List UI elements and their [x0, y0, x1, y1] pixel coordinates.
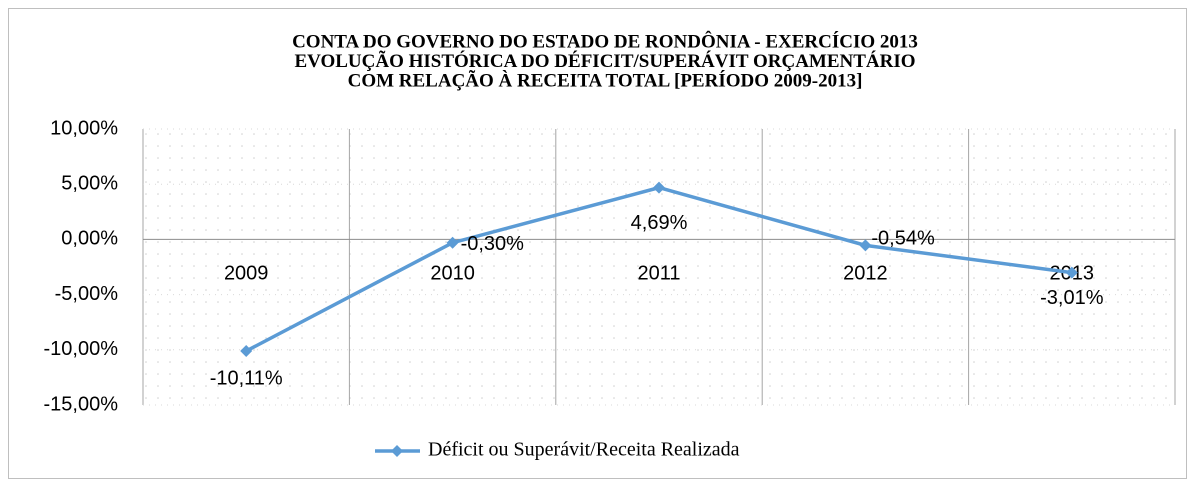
chart-title: CONTA DO GOVERNO DO ESTADO DE RONDÔNIA -… [292, 30, 918, 52]
x-tick-label: 2012 [843, 263, 888, 285]
y-tick-label: -5,00% [55, 283, 119, 305]
plot-area [143, 129, 1175, 405]
data-label: -0,30% [461, 233, 525, 255]
y-tick-label: 5,00% [61, 172, 118, 194]
data-point [859, 239, 872, 252]
y-tick-label: 0,00% [61, 228, 118, 250]
data-label: -10,11% [210, 367, 283, 389]
y-tick-label: -15,00% [44, 393, 119, 415]
chart-title: COM RELAÇÃO À RECEITA TOTAL [PERÍODO 200… [348, 69, 863, 91]
data-label: -3,01% [1040, 287, 1104, 309]
y-tick-label: 10,00% [50, 117, 118, 139]
x-tick-label: 2010 [430, 263, 475, 285]
x-tick-label: 2011 [637, 263, 680, 285]
chart-title: EVOLUÇÃO HISTÓRICA DO DÉFICIT/SUPERÁVIT … [294, 50, 915, 72]
data-point [1065, 266, 1078, 279]
data-point [653, 181, 665, 194]
data-point [240, 345, 253, 358]
legend-label: Déficit ou Superávit/Receita Realizada [428, 439, 740, 461]
y-tick-label: -10,00% [44, 338, 119, 360]
data-point [446, 236, 459, 249]
x-tick-label: 2009 [224, 263, 269, 285]
data-label: 4,69% [631, 212, 688, 234]
data-label: -0,54% [871, 228, 935, 250]
legend-marker [391, 445, 403, 457]
